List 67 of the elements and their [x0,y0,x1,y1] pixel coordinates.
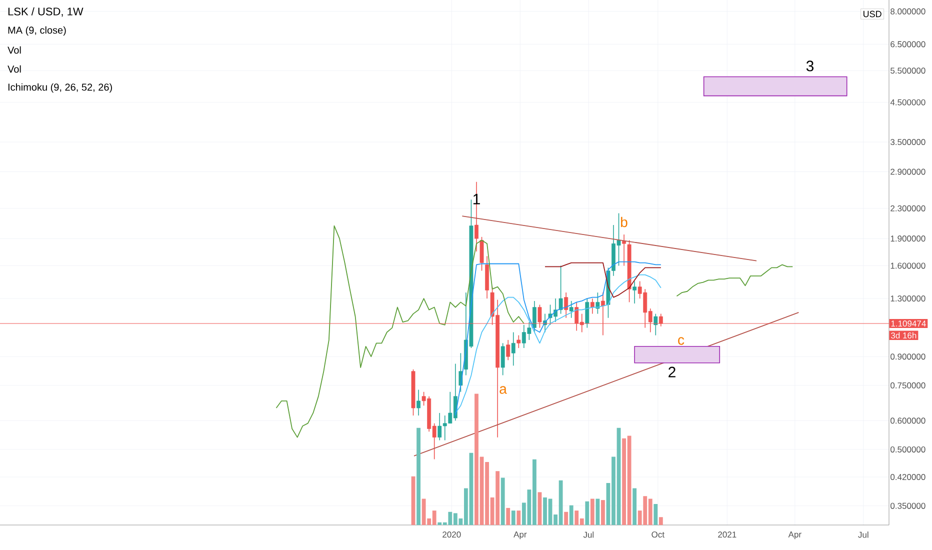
bar [416,428,420,525]
y-tick-label: 2.300000 [890,205,926,212]
annotation: a [500,386,507,394]
x-tick-label: Oct [652,532,664,538]
bar [506,508,510,525]
annotation: b [621,216,628,228]
candlestick [569,300,574,318]
candlestick [564,292,568,318]
y-tick-label: 4.500000 [890,99,926,106]
bar [658,517,663,525]
x-tick-label: Apr [514,532,527,540]
y-tick-label: 2.900000 [890,168,926,175]
y-tick-label: 1.900000 [890,236,926,242]
annotation: Vol [8,46,21,54]
bar [585,501,590,525]
y-tick-label: 6.500000 [890,41,926,48]
candlestick [511,332,516,366]
annotation: c [678,337,684,345]
candlestick [654,313,658,336]
candlestick [622,234,626,266]
x-tick-label: Jul [858,532,868,538]
y-tick-label: 1.600000 [890,262,926,269]
ref-line-label: 1.109474 [891,320,926,327]
x-tick-label: 2021 [718,532,736,538]
x-tick-label: 2020 [442,532,461,538]
bar [538,492,542,525]
y-tick-label: 5.500000 [890,68,926,74]
x-tick-label: Jul [583,532,594,538]
bar [569,505,574,525]
text: 3d 16h [891,332,916,338]
annotation: MA (9, close) [8,26,66,36]
y-tick-label: 1.300000 [890,296,926,302]
y-tick-label: 0.750000 [890,382,926,388]
annotation: Ichimoku (9, 26, 52, 26) [8,83,112,93]
bar [601,500,605,525]
bar [564,512,568,525]
bar [590,498,594,525]
bar [596,498,600,525]
y-tick-label: 8.000000 [890,8,926,14]
y-tick-label: 0.350000 [890,502,926,509]
candlestick [480,236,484,272]
bar [511,510,516,525]
y-tick-label: 3.500000 [890,139,926,146]
candlestick [516,334,521,348]
candlestick [590,298,594,314]
bar [632,488,637,525]
candlestick [632,280,637,304]
annotation: 3 [806,60,814,72]
candlestick [500,342,505,376]
y-tick-label: 0.600000 [890,418,926,424]
y-tick-label: 0.420000 [890,474,926,480]
x-tick-label: Apr [788,532,802,540]
annotation: USD [863,10,882,18]
candlestick [506,340,510,361]
y-tick-label: 0.900000 [890,354,926,360]
text: LSK / USD, 1W [8,7,84,17]
candlestick [596,292,600,314]
y-tick-label: 0.500000 [890,446,926,452]
bar [516,510,521,525]
annotation: 2 [668,366,676,378]
bar [654,504,658,525]
bar [500,478,505,525]
candlestick [416,389,420,416]
candlestick [558,265,563,314]
candlestick [585,298,590,328]
annotation: Vol [8,65,21,73]
line-series [276,225,524,438]
